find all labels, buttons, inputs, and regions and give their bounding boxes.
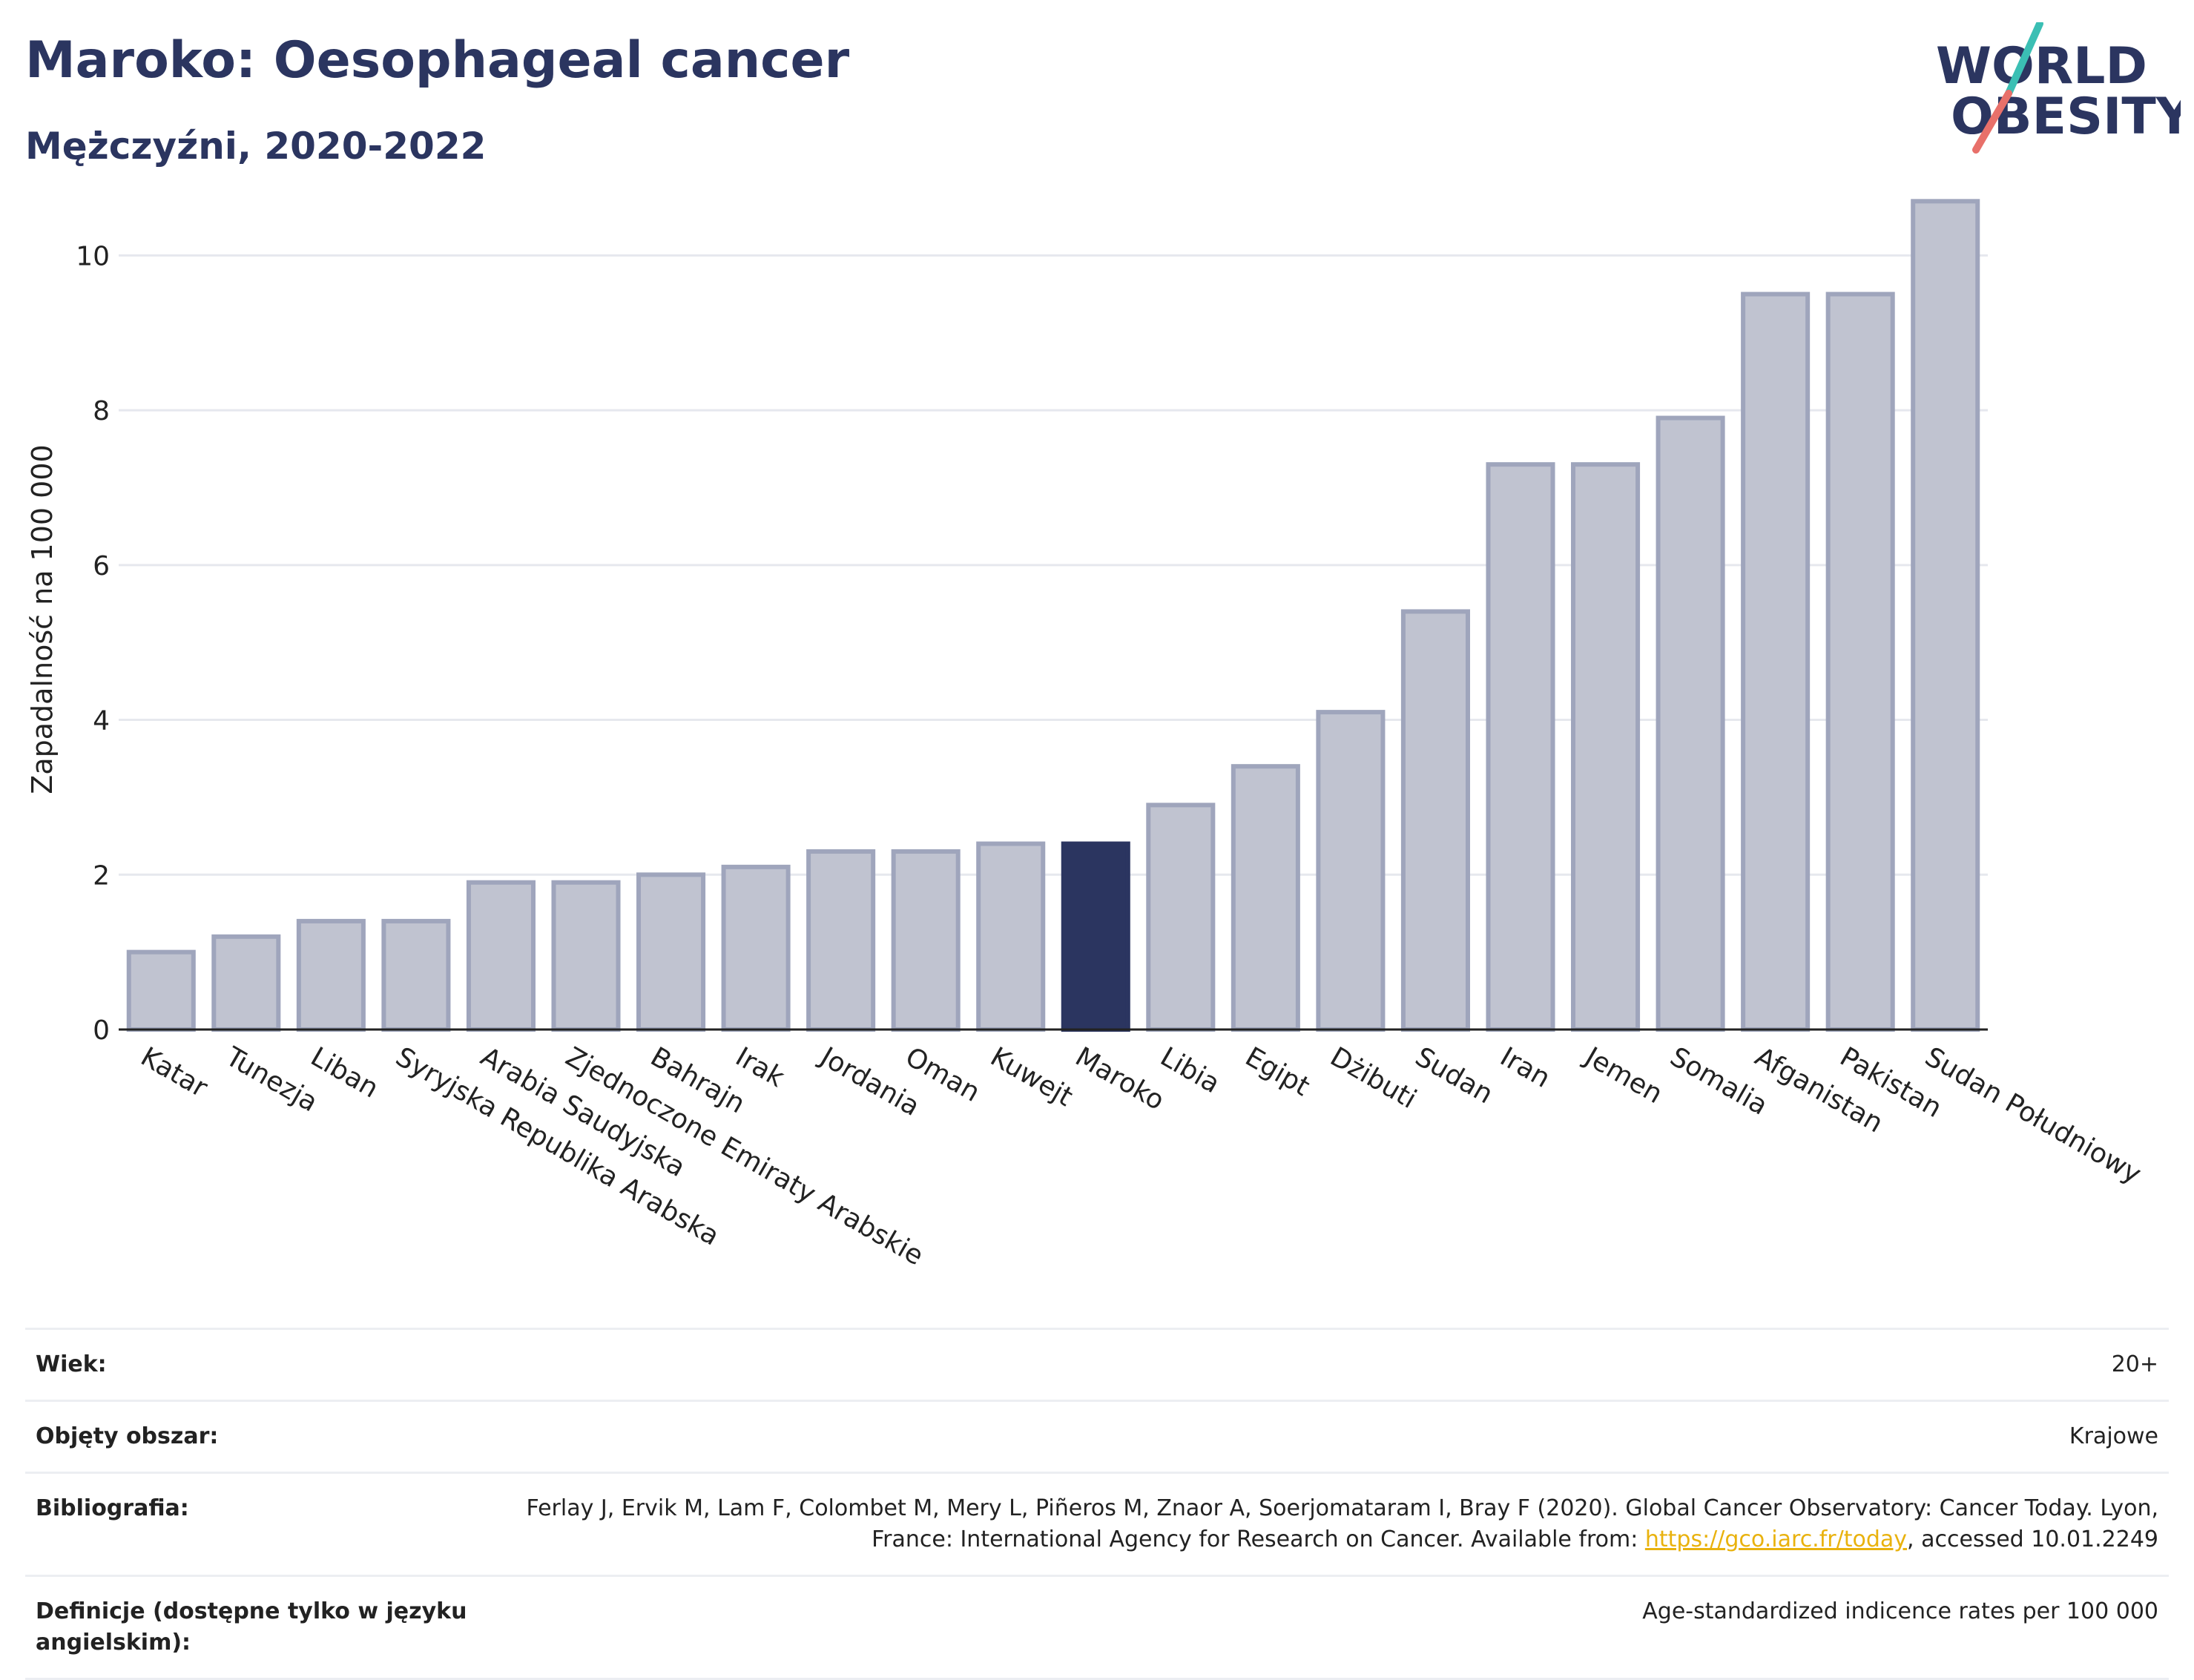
- x-tick-label: Egipt: [1240, 1041, 1315, 1102]
- chart-title: Maroko: Oesophageal cancer: [25, 31, 850, 90]
- x-tick-label: Kuwejt: [985, 1041, 1078, 1113]
- x-tick-label: Sudan Południowy: [1920, 1041, 2146, 1190]
- bar-somalia: [1656, 415, 1725, 1032]
- bar-jemen: [1571, 462, 1641, 1032]
- info-value-area: Krajowe: [506, 1400, 2169, 1474]
- info-table: Wiek: 20+ Objęty obszar: Krajowe Bibliog…: [25, 1328, 2169, 1680]
- x-tick-label: Tunezja: [220, 1041, 323, 1119]
- bar-bahrajn: [636, 872, 706, 1032]
- bar-jordania: [806, 849, 876, 1032]
- logo-text-world: WORLD: [1936, 37, 2147, 96]
- x-tick-label: Jemen: [1578, 1041, 1667, 1110]
- info-label-definitions: Definicje (dostępne tylko w języku angie…: [25, 1575, 506, 1680]
- bar-syryjska-republika-arabska: [381, 918, 451, 1032]
- bar-dżibuti: [1316, 710, 1386, 1032]
- bar-maroko: [1061, 841, 1130, 1032]
- world-obesity-logo: WORLD OBESITY: [1936, 22, 2181, 154]
- info-value-age: 20+: [506, 1328, 2169, 1402]
- info-value-definitions: Age-standardized indicence rates per 100…: [506, 1575, 2169, 1680]
- chart-subtitle: Mężczyźni, 2020-2022: [25, 125, 487, 168]
- x-tick-label: Sudan: [1410, 1041, 1498, 1110]
- info-value-bibliography: Ferlay J, Ervik M, Lam F, Colombet M, Me…: [506, 1472, 2169, 1577]
- y-tick-label: 0: [93, 1015, 110, 1046]
- info-row-definitions: Definicje (dostępne tylko w języku angie…: [25, 1575, 2169, 1680]
- info-row-bibliography: Bibliografia: Ferlay J, Ervik M, Lam F, …: [25, 1472, 2169, 1577]
- x-tick-label: Somalia: [1665, 1041, 1773, 1121]
- x-tick-label: Irak: [731, 1041, 790, 1093]
- x-tick-label: Iran: [1495, 1041, 1555, 1094]
- x-tick-label: Dżibuti: [1325, 1041, 1421, 1115]
- y-tick-label: 4: [93, 706, 110, 737]
- info-label-age: Wiek:: [25, 1328, 506, 1402]
- bar-afganistan: [1741, 291, 1811, 1032]
- bar-katar: [126, 949, 196, 1032]
- bibliography-text-end: , accessed 10.01.2249: [1907, 1526, 2158, 1552]
- y-tick-label: 8: [93, 396, 110, 426]
- logo-slash-teal: [2005, 22, 2043, 97]
- info-label-area: Objęty obszar:: [25, 1400, 506, 1474]
- bar-sudan-południowy: [1911, 199, 1980, 1032]
- x-tick-label: Katar: [136, 1041, 213, 1104]
- bar-irak: [721, 864, 791, 1032]
- logo-slash-coral: [1972, 90, 2012, 154]
- bar-tunezja: [211, 934, 281, 1032]
- y-axis-label: Zapadalność na 100 000: [26, 444, 59, 794]
- bar-libia: [1146, 803, 1216, 1032]
- info-row-area: Objęty obszar: Krajowe: [25, 1400, 2169, 1474]
- bibliography-link[interactable]: https://gco.iarc.fr/today: [1644, 1526, 1908, 1552]
- y-tick-label: 10: [76, 241, 110, 271]
- bar-sudan: [1400, 609, 1470, 1032]
- bar-egipt: [1231, 764, 1300, 1032]
- bars: [126, 199, 1980, 1032]
- y-tick-label: 6: [93, 551, 110, 582]
- logo-text-obesity: OBESITY: [1951, 88, 2181, 146]
- info-row-age: Wiek: 20+: [25, 1328, 2169, 1402]
- bar-zjednoczone-emiraty-arabskie: [551, 880, 621, 1032]
- info-label-bibliography: Bibliografia:: [25, 1472, 506, 1577]
- bar-liban: [296, 918, 366, 1032]
- x-tick-label: Maroko: [1070, 1041, 1170, 1116]
- bibliography-text: Ferlay J, Ervik M, Lam F, Colombet M, Me…: [526, 1495, 2158, 1552]
- y-axis-ticks: 0 2 4 6 8 10: [76, 241, 110, 1046]
- bar-arabia-saudyjska: [466, 880, 536, 1032]
- bar-kuwejt: [976, 841, 1046, 1032]
- y-tick-label: 2: [93, 860, 110, 891]
- bar-oman: [891, 849, 961, 1032]
- bar-iran: [1486, 462, 1555, 1032]
- bar-pakistan: [1825, 291, 1895, 1032]
